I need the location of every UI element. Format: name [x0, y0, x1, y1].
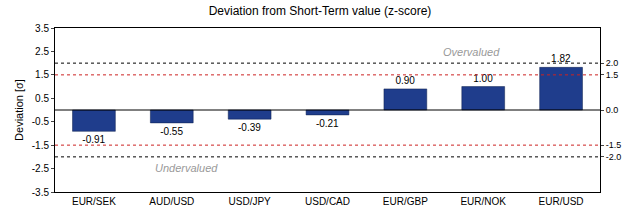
svg-text:EUR/SEK: EUR/SEK	[72, 196, 116, 207]
svg-text:Deviation from Short-Term valu: Deviation from Short-Term value (z-score…	[209, 4, 432, 18]
svg-text:USD/CAD: USD/CAD	[305, 196, 350, 207]
svg-text:EUR/USD: EUR/USD	[539, 196, 584, 207]
svg-text:-0.21: -0.21	[316, 118, 339, 129]
svg-text:2.5: 2.5	[35, 46, 49, 57]
svg-text:0.5: 0.5	[35, 93, 49, 104]
svg-text:-0.55: -0.55	[160, 126, 183, 137]
svg-text:USD/JPY: USD/JPY	[229, 196, 272, 207]
svg-text:EUR/NOK: EUR/NOK	[460, 196, 506, 207]
svg-text:2.0: 2.0	[606, 58, 619, 68]
svg-text:Deviation [σ]: Deviation [σ]	[13, 79, 25, 141]
svg-text:-2.0: -2.0	[606, 152, 622, 162]
svg-text:Overvalued: Overvalued	[443, 46, 500, 58]
svg-text:1.82: 1.82	[551, 53, 571, 64]
svg-text:0.90: 0.90	[395, 75, 415, 86]
svg-text:0.0: 0.0	[606, 105, 619, 115]
svg-text:-0.5: -0.5	[32, 116, 50, 127]
svg-text:-0.91: -0.91	[82, 134, 105, 145]
svg-text:EUR/GBP: EUR/GBP	[383, 196, 428, 207]
svg-text:1.00: 1.00	[473, 73, 493, 84]
svg-text:-0.39: -0.39	[238, 122, 261, 133]
svg-text:-3.5: -3.5	[32, 187, 50, 198]
svg-text:-1.5: -1.5	[32, 140, 50, 151]
svg-text:Undervalued: Undervalued	[155, 162, 218, 174]
svg-text:1.5: 1.5	[35, 69, 49, 80]
svg-text:AUD/USD: AUD/USD	[149, 196, 194, 207]
svg-text:1.5: 1.5	[606, 70, 619, 80]
svg-text:-1.5: -1.5	[606, 140, 622, 150]
svg-text:3.5: 3.5	[35, 23, 49, 34]
svg-text:-2.5: -2.5	[32, 163, 50, 174]
